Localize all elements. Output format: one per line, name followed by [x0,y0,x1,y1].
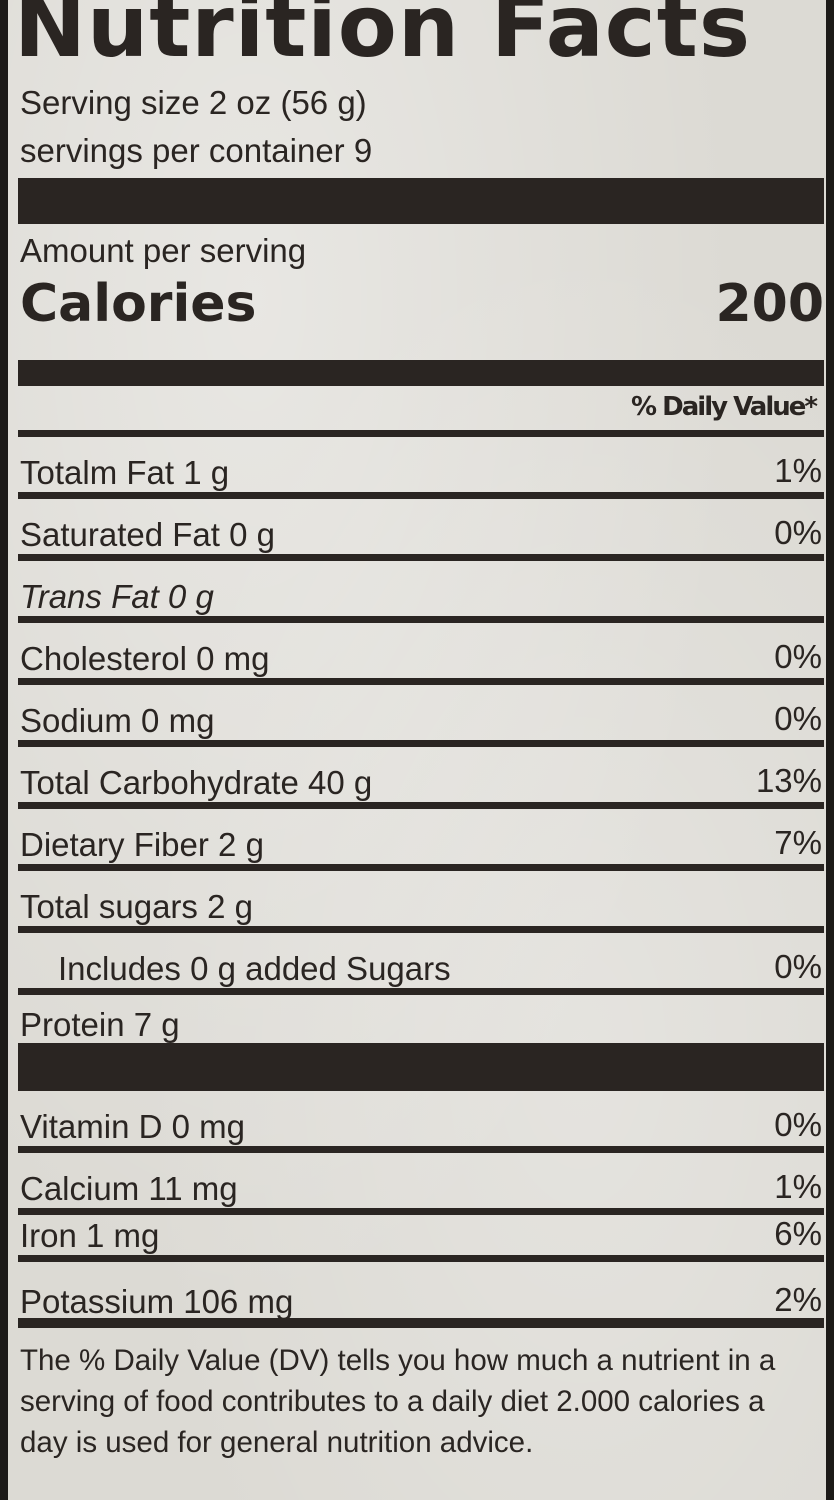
row-divider [18,988,824,995]
row-divider [18,864,824,871]
nutrient-name: Trans Fat 0 g [20,578,214,615]
nutrient-dv: 0% [774,638,822,675]
thin-divider [18,430,824,437]
row-divider [18,1146,824,1153]
nutrient-name: Dietary Fiber 2 g [20,826,264,863]
row-divider [18,616,824,623]
row-divider [18,492,824,499]
nutrient-name: Total Carbohydrate 40 g [20,764,373,801]
nutrient-name: Protein 7 g [20,1006,180,1043]
daily-value-footnote: The % Daily Value (DV) tells you how muc… [20,1344,776,1459]
row-divider [18,926,824,933]
nutrient-row-cholesterol: Cholesterol 0 mg 0% [18,623,824,685]
vitamin-name: Iron 1 mg [20,1217,160,1254]
nutrient-row-total-carbohydrate: Total Carbohydrate 40 g 13% [18,747,824,809]
vitamin-name: Potassium 106 mg [20,1283,294,1320]
medium-divider [18,360,824,386]
nutrient-name: Sodium 0 mg [20,702,215,739]
nutrient-row-trans-fat: Trans Fat 0 g [18,561,824,623]
nutrient-dv: 0% [774,700,822,737]
nutrient-dv: 13% [755,762,822,799]
row-divider [18,1318,824,1328]
row-divider [18,740,824,747]
vitamin-name: Vitamin D 0 mg [20,1108,245,1145]
nutrient-row-saturated-fat: Saturated Fat 0 g 0% [18,499,824,561]
vitamin-row-iron: Iron 1 mg 6% [18,1206,824,1262]
nutrient-dv: 0% [774,514,822,551]
vitamin-row-vitamin-d: Vitamin D 0 mg 0% [18,1091,824,1153]
nutrient-row-total-fat: Totalm Fat 1 g 1% [18,437,824,499]
nutrient-row-total-sugars: Total sugars 2 g [18,871,824,933]
nutrient-row-sodium: Sodium 0 mg 0% [18,685,824,747]
calories-label: Calories [20,274,257,334]
label-title: Nutrition Facts [14,0,752,77]
row-divider [18,802,824,809]
vitamin-dv: 0% [774,1106,822,1143]
row-divider [18,554,824,561]
calories-value: 200 [715,274,824,334]
nutrient-name: Cholesterol 0 mg [20,640,270,677]
nutrient-dv: 7% [774,824,822,861]
nutrient-row-added-sugars: Includes 0 g added Sugars 0% [18,933,824,995]
amount-per-serving: Amount per serving [20,232,307,269]
row-divider [18,678,824,685]
vitamin-row-potassium: Potassium 106 mg 2% [18,1262,824,1328]
vitamin-dv: 6% [774,1215,822,1252]
nutrient-name: Total sugars 2 g [20,888,253,925]
nutrient-name: Includes 0 g added Sugars [58,950,451,987]
vitamin-row-calcium: Calcium 11 mg 1% [18,1153,824,1215]
serving-size: Serving size 2 oz (56 g) [20,84,367,121]
row-divider [18,1208,824,1215]
vitamin-name: Calcium 11 mg [20,1170,238,1207]
daily-value-header: % Daily Value* [631,392,818,422]
nutrient-dv: 0% [774,948,822,985]
servings-per-container: servings per container 9 [20,132,373,169]
vitamin-dv: 1% [774,1168,822,1205]
nutrient-dv: 1% [774,452,822,489]
vitamin-dv: 2% [774,1281,822,1318]
nutrient-row-dietary-fiber: Dietary Fiber 2 g 7% [18,809,824,871]
nutrient-name: Totalm Fat 1 g [20,454,230,491]
thick-divider [18,178,824,224]
nutrient-name: Saturated Fat 0 g [20,516,275,553]
nutrient-row-protein: Protein 7 g [18,995,824,1043]
nutrition-facts-label: Nutrition Facts Serving size 2 oz (56 g)… [8,0,826,1500]
thick-divider-vitamins [18,1043,824,1091]
row-divider [18,1255,824,1262]
